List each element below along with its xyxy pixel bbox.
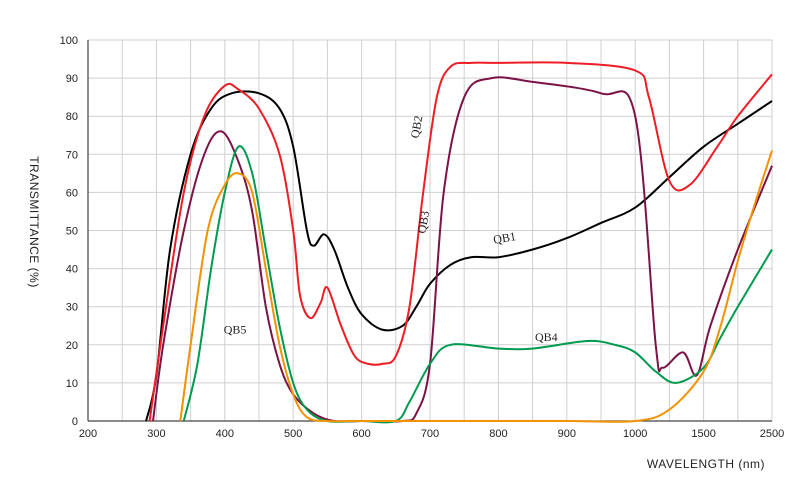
x-tick-label: 900 bbox=[558, 428, 576, 440]
x-tick-label: 1000 bbox=[623, 428, 647, 440]
series-labels: QB1 QB2 QB3 QB4 QB5 bbox=[224, 115, 558, 344]
y-tick-label: 100 bbox=[60, 35, 78, 47]
x-tick-label: 200 bbox=[79, 428, 97, 440]
y-tick-label: 50 bbox=[66, 226, 78, 238]
y-tick-label: 30 bbox=[66, 302, 78, 314]
x-tick-label: 300 bbox=[147, 428, 165, 440]
x-tick-label: 2500 bbox=[760, 428, 784, 440]
y-tick-label: 10 bbox=[66, 378, 78, 390]
x-tick-label: 800 bbox=[489, 428, 507, 440]
x-tick-labels: 200 300 400 500 600 700 800 900 1000 1500 2500 bbox=[79, 428, 784, 440]
series-label-qb1: QB1 bbox=[492, 229, 517, 247]
series-line-qb3 bbox=[152, 76, 773, 423]
y-tick-label: 80 bbox=[66, 111, 78, 123]
series-label-qb4: QB4 bbox=[535, 330, 558, 344]
series-line-qb1 bbox=[145, 90, 773, 422]
y-axis-title: TRANSMITTANCE (%) bbox=[27, 156, 41, 288]
y-tick-label: 60 bbox=[66, 187, 78, 199]
y-tick-labels: 0 10 20 30 40 50 60 70 80 90 100 bbox=[60, 35, 78, 428]
x-tick-label: 600 bbox=[352, 428, 370, 440]
y-tick-label: 70 bbox=[66, 149, 78, 161]
series-group bbox=[145, 61, 773, 424]
series-label-qb2: QB2 bbox=[408, 115, 426, 140]
x-tick-label: 700 bbox=[421, 428, 439, 440]
x-tick-label: 1500 bbox=[691, 428, 715, 440]
y-tick-label: 20 bbox=[66, 340, 78, 352]
y-tick-label: 0 bbox=[72, 416, 78, 428]
series-line-qb5 bbox=[179, 150, 773, 423]
series-line-qb2 bbox=[148, 61, 773, 422]
y-tick-label: 90 bbox=[66, 73, 78, 85]
series-label-qb5: QB5 bbox=[224, 322, 247, 336]
series-label-qb3: QB3 bbox=[414, 210, 432, 235]
series-line-qb4 bbox=[182, 145, 773, 424]
x-axis-title: WAVELENGTH (nm) bbox=[647, 457, 765, 471]
x-tick-label: 400 bbox=[216, 428, 234, 440]
y-tick-label: 40 bbox=[66, 264, 78, 276]
x-tick-label: 500 bbox=[284, 428, 302, 440]
